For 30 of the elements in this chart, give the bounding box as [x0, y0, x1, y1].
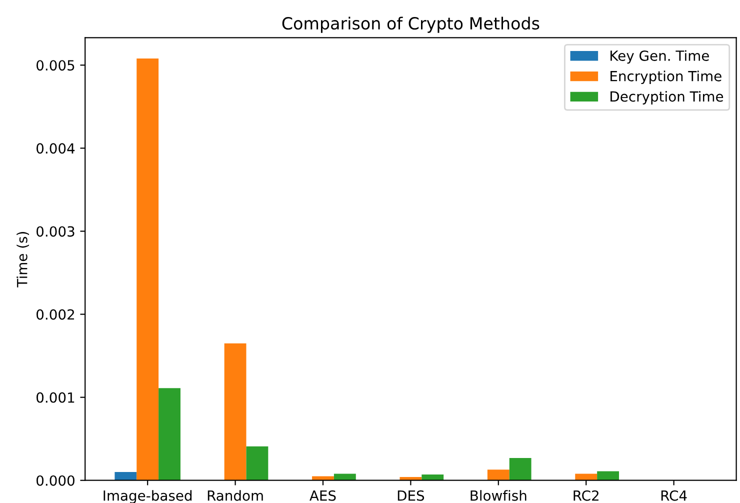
bar [597, 471, 619, 480]
y-tick-label: 0.004 [36, 143, 75, 154]
bar [422, 474, 444, 480]
bar [509, 458, 532, 480]
y-tick-label: 0.000 [36, 475, 74, 486]
bar [575, 474, 598, 480]
bar [114, 472, 137, 480]
legend-label: Encryption Time [610, 70, 722, 84]
bar [136, 58, 159, 480]
x-tick-label: Blowfish [470, 490, 526, 501]
y-tick-label: 0.005 [36, 60, 74, 71]
y-axis-title: Time (s) [16, 232, 30, 288]
bar [400, 477, 422, 480]
x-tick-label: RC4 [661, 490, 687, 501]
bar [487, 470, 510, 480]
x-tick-label: AES [310, 490, 336, 501]
legend-label: Key Gen. Time [610, 50, 709, 64]
y-tick-label: 0.002 [36, 309, 74, 320]
chart-title: Comparison of Crypto Methods [282, 16, 540, 33]
x-tick-label: Random [208, 490, 263, 501]
bar [312, 476, 334, 480]
x-tick-label: DES [398, 490, 424, 501]
bar [224, 343, 246, 480]
y-tick-label: 0.003 [36, 226, 74, 237]
x-tick-label: RC2 [574, 490, 598, 501]
y-tick-label: 0.001 [36, 392, 74, 403]
legend-label: Decryption Time [610, 91, 724, 104]
bar [334, 474, 356, 480]
bar [246, 446, 268, 480]
bar [158, 388, 180, 480]
